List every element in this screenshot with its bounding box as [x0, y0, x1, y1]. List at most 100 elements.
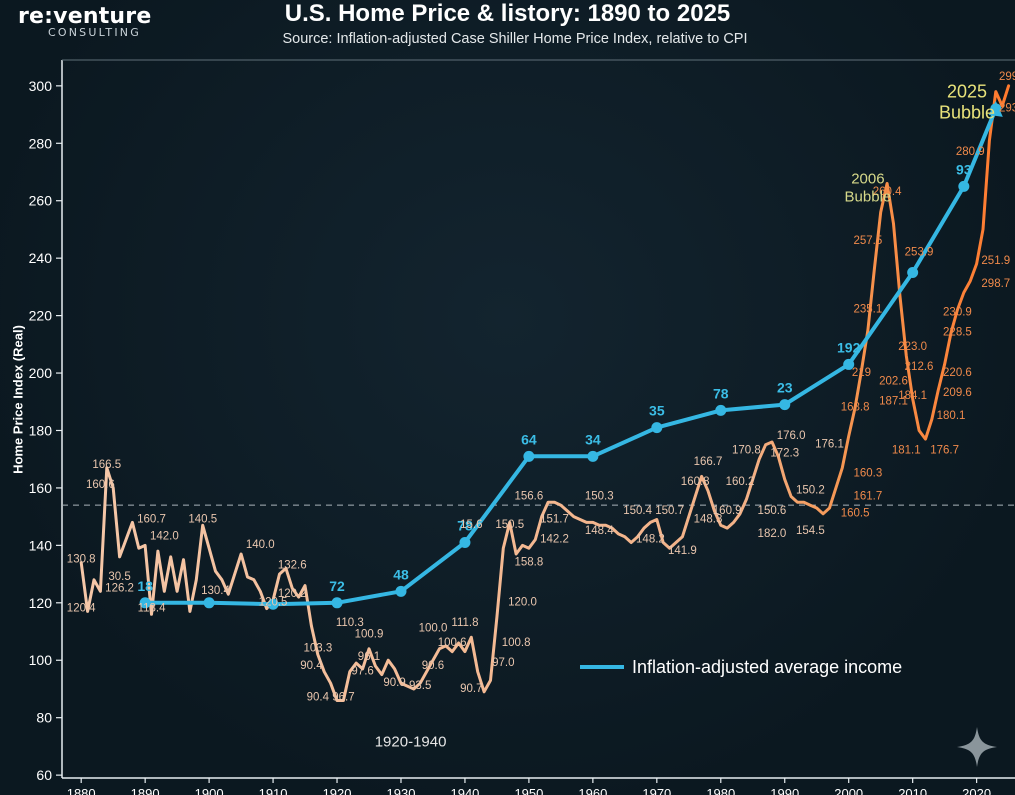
home-price-point-label: 298.7 — [981, 278, 1010, 290]
home-price-point-label: 202.6 — [879, 376, 908, 388]
x-tick-label: 1930 — [387, 786, 416, 795]
chart-title: U.S. Home Price & listory: 1890 to 2025 — [284, 0, 731, 27]
home-price-point-label: 120.0 — [508, 597, 537, 609]
x-tick-label: 1970 — [642, 786, 671, 795]
income-point — [907, 267, 919, 279]
income-point — [715, 404, 727, 416]
home-price-point-label: 90.9 — [383, 677, 405, 689]
home-price-point-label: 118.4 — [138, 602, 167, 614]
home-price-point-label: 148.2 — [636, 533, 665, 545]
y-tick-label: 180 — [29, 422, 53, 438]
home-price-point-label: 15.6 — [460, 519, 482, 531]
x-tick-label: 1960 — [578, 786, 607, 795]
y-tick-label: 100 — [29, 652, 53, 668]
x-tick-label: 2010 — [898, 786, 927, 795]
annotation-text: Bubble — [845, 188, 892, 205]
x-tick-label: 1900 — [195, 786, 224, 795]
income-arrowhead — [988, 100, 1003, 117]
home-price-point-label: 280.9 — [956, 146, 985, 158]
x-tick-label: 2000 — [834, 786, 863, 795]
y-tick-label: 160 — [29, 480, 53, 496]
home-price-point-label: 176.7 — [930, 444, 959, 456]
income-point — [779, 399, 791, 411]
home-price-point-label: 180.1 — [937, 410, 966, 422]
x-tick-label: 1990 — [770, 786, 799, 795]
income-point — [523, 450, 535, 462]
income-point — [331, 597, 343, 609]
home-price-point-label: 299 — [999, 71, 1015, 83]
home-price-point-label: 141.9 — [668, 545, 697, 557]
annotation-text: Bubble — [939, 102, 995, 122]
home-price-point-label: 150.7 — [655, 505, 684, 517]
home-price-point-label: 150.3 — [585, 490, 614, 502]
home-price-point-label: 150.5 — [495, 519, 524, 531]
home-price-point-label: 148.4 — [585, 525, 614, 537]
x-tick-label: 1920 — [323, 786, 352, 795]
home-price-point-label: 220.6 — [943, 367, 972, 379]
home-price-point-label: 230.9 — [943, 307, 972, 319]
x-tick-label: 1940 — [450, 786, 479, 795]
annotation: 1920-1940 — [375, 733, 447, 750]
home-price-point-label: 132.6 — [278, 559, 307, 571]
home-price-point-label: 172.3 — [770, 447, 799, 459]
home-price-point-label: 140.5 — [188, 513, 217, 525]
home-price-point-label: 160.2 — [726, 476, 755, 488]
home-price-point-label: 96.1 — [358, 651, 380, 663]
home-price-point-label: 96.7 — [332, 691, 354, 703]
x-tick-label: 1980 — [706, 786, 735, 795]
home-price-point-label: 120.2 — [278, 588, 307, 600]
home-price-point-label: 151.7 — [540, 513, 569, 525]
income-point-label: 93 — [956, 161, 972, 177]
income-point-label: 23 — [777, 380, 793, 396]
home-price-line — [79, 84, 1011, 702]
y-tick-label: 300 — [29, 78, 53, 94]
home-price-point-label: 160.6 — [86, 479, 115, 491]
home-price-point-label: 182.0 — [758, 528, 787, 540]
income-point — [139, 597, 151, 609]
home-price-point-label: 160.9 — [713, 505, 742, 517]
income-point — [587, 450, 599, 462]
chart-subtitle: Source: Inflation-adjusted Case Shiller … — [282, 31, 748, 47]
home-price-point-label: 90.7 — [460, 683, 482, 695]
home-price-point-label: 251.9 — [981, 255, 1010, 267]
income-point — [843, 358, 855, 370]
income-point-label: 192 — [837, 339, 861, 355]
home-price-point-label: 100.0 — [419, 623, 448, 635]
home-price-point-label: 260.4 — [873, 186, 902, 198]
income-point — [651, 422, 663, 434]
home-price-point-label: 140.0 — [246, 539, 275, 551]
home-price-point-label: 176.0 — [777, 430, 806, 442]
home-price-point-label: 30.5 — [108, 571, 130, 583]
home-price-point-label: 110.3 — [336, 617, 364, 629]
home-price-point-label: 156.6 — [515, 490, 544, 502]
home-price-point-label: 90.6 — [422, 660, 444, 672]
home-price-point-label: 111.8 — [451, 617, 478, 629]
y-tick-label: 240 — [29, 250, 53, 266]
sparkle-icon — [957, 727, 997, 767]
home-price-point-label: 120.5 — [259, 597, 288, 609]
home-price-point-label: 100.9 — [355, 628, 384, 640]
income-point — [395, 585, 407, 597]
home-price-point-label: 148.3 — [694, 513, 723, 525]
home-price-point-label: 150.2 — [796, 485, 825, 497]
y-tick-label: 280 — [29, 135, 53, 151]
income-point — [958, 180, 970, 192]
home-price-point-label: 228.5 — [943, 327, 972, 339]
y-tick-label: 60 — [36, 767, 52, 783]
home-price-point-label: 126.2 — [105, 582, 134, 594]
home-price-point-label: 97.6 — [351, 666, 373, 678]
home-price-point-label: 90.4 — [307, 691, 330, 703]
home-price-point-label: 170.8 — [732, 444, 761, 456]
home-price-point-label: 166.5 — [92, 459, 121, 471]
logo-wordmark: re:venture — [18, 4, 152, 29]
legend: Inflation-adjusted average income — [580, 657, 902, 677]
home-price-point-label: 176.1 — [815, 439, 844, 451]
y-tick-label: 260 — [29, 193, 53, 209]
home-price-point-label: 93.5 — [409, 680, 431, 692]
home-price-point-label: 150.6 — [758, 505, 787, 517]
home-price-point-label: 160.7 — [137, 513, 166, 525]
home-price-point-label: 161.7 — [854, 490, 883, 502]
home-price-point-label: 142.2 — [540, 533, 569, 545]
